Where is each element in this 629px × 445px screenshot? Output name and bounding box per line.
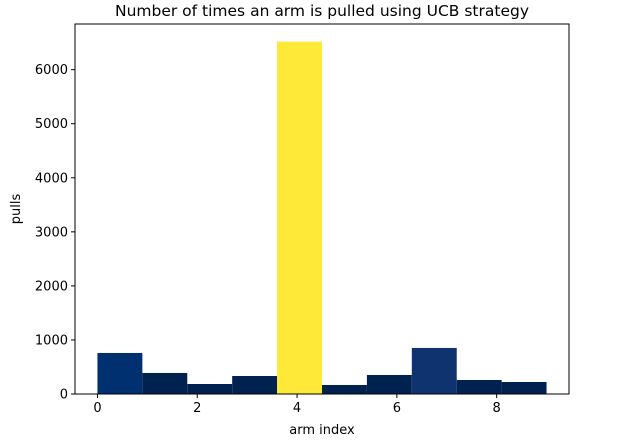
- bar: [456, 380, 502, 394]
- x-tick-label: 0: [93, 401, 101, 416]
- y-axis-label: pulls: [9, 194, 24, 225]
- bar: [322, 384, 367, 394]
- bar: [97, 352, 143, 394]
- x-axis-label: arm index: [289, 423, 355, 438]
- bar: [411, 347, 457, 394]
- y-tick-label: 0: [60, 388, 68, 403]
- x-tick-label: 2: [193, 401, 201, 416]
- y-tick-label: 2000: [35, 279, 68, 294]
- bar: [232, 376, 278, 394]
- plot-frame: [74, 23, 570, 395]
- bar: [277, 41, 322, 395]
- bar: [142, 372, 188, 394]
- x-tick-label: 4: [293, 401, 301, 416]
- x-tick-label: 6: [393, 401, 401, 416]
- y-tick-label: 3000: [35, 225, 68, 240]
- y-tick-label: 5000: [35, 117, 68, 132]
- y-tick-label: 1000: [35, 333, 68, 348]
- bar: [187, 384, 233, 394]
- chart-title: Number of times an arm is pulled using U…: [115, 2, 529, 20]
- bar: [501, 382, 547, 394]
- bar: [366, 374, 412, 394]
- y-tick-label: 6000: [35, 63, 68, 78]
- x-tick-label: 8: [493, 401, 501, 416]
- y-tick-label: 4000: [35, 171, 68, 186]
